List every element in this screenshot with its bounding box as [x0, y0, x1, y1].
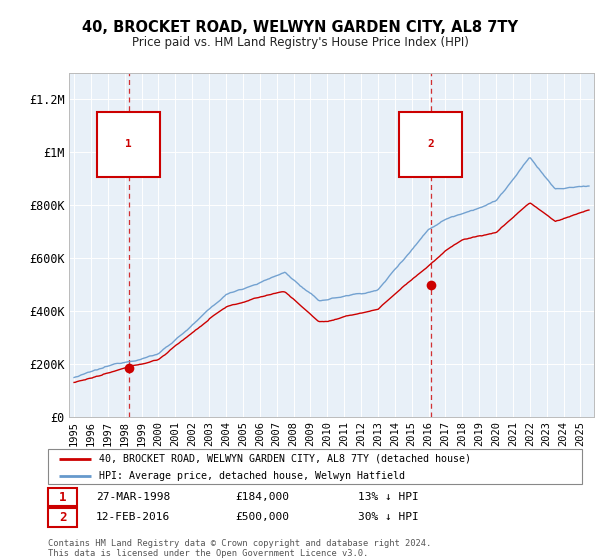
Text: 40, BROCKET ROAD, WELWYN GARDEN CITY, AL8 7TY (detached house): 40, BROCKET ROAD, WELWYN GARDEN CITY, AL…	[99, 454, 471, 464]
Text: 1: 1	[59, 491, 67, 504]
Text: Price paid vs. HM Land Registry's House Price Index (HPI): Price paid vs. HM Land Registry's House …	[131, 36, 469, 49]
Text: 30% ↓ HPI: 30% ↓ HPI	[358, 512, 418, 522]
Bar	[48, 488, 77, 506]
Text: 2: 2	[59, 511, 67, 524]
Text: 12-FEB-2016: 12-FEB-2016	[96, 512, 170, 522]
Text: HPI: Average price, detached house, Welwyn Hatfield: HPI: Average price, detached house, Welw…	[99, 470, 405, 480]
Text: 2: 2	[427, 139, 434, 150]
Text: 1: 1	[125, 139, 132, 150]
Text: £184,000: £184,000	[235, 492, 289, 502]
Text: 13% ↓ HPI: 13% ↓ HPI	[358, 492, 418, 502]
Text: Contains HM Land Registry data © Crown copyright and database right 2024.
This d: Contains HM Land Registry data © Crown c…	[48, 539, 431, 558]
Bar	[48, 508, 77, 526]
Text: 27-MAR-1998: 27-MAR-1998	[96, 492, 170, 502]
Text: 40, BROCKET ROAD, WELWYN GARDEN CITY, AL8 7TY: 40, BROCKET ROAD, WELWYN GARDEN CITY, AL…	[82, 20, 518, 35]
Text: £500,000: £500,000	[235, 512, 289, 522]
